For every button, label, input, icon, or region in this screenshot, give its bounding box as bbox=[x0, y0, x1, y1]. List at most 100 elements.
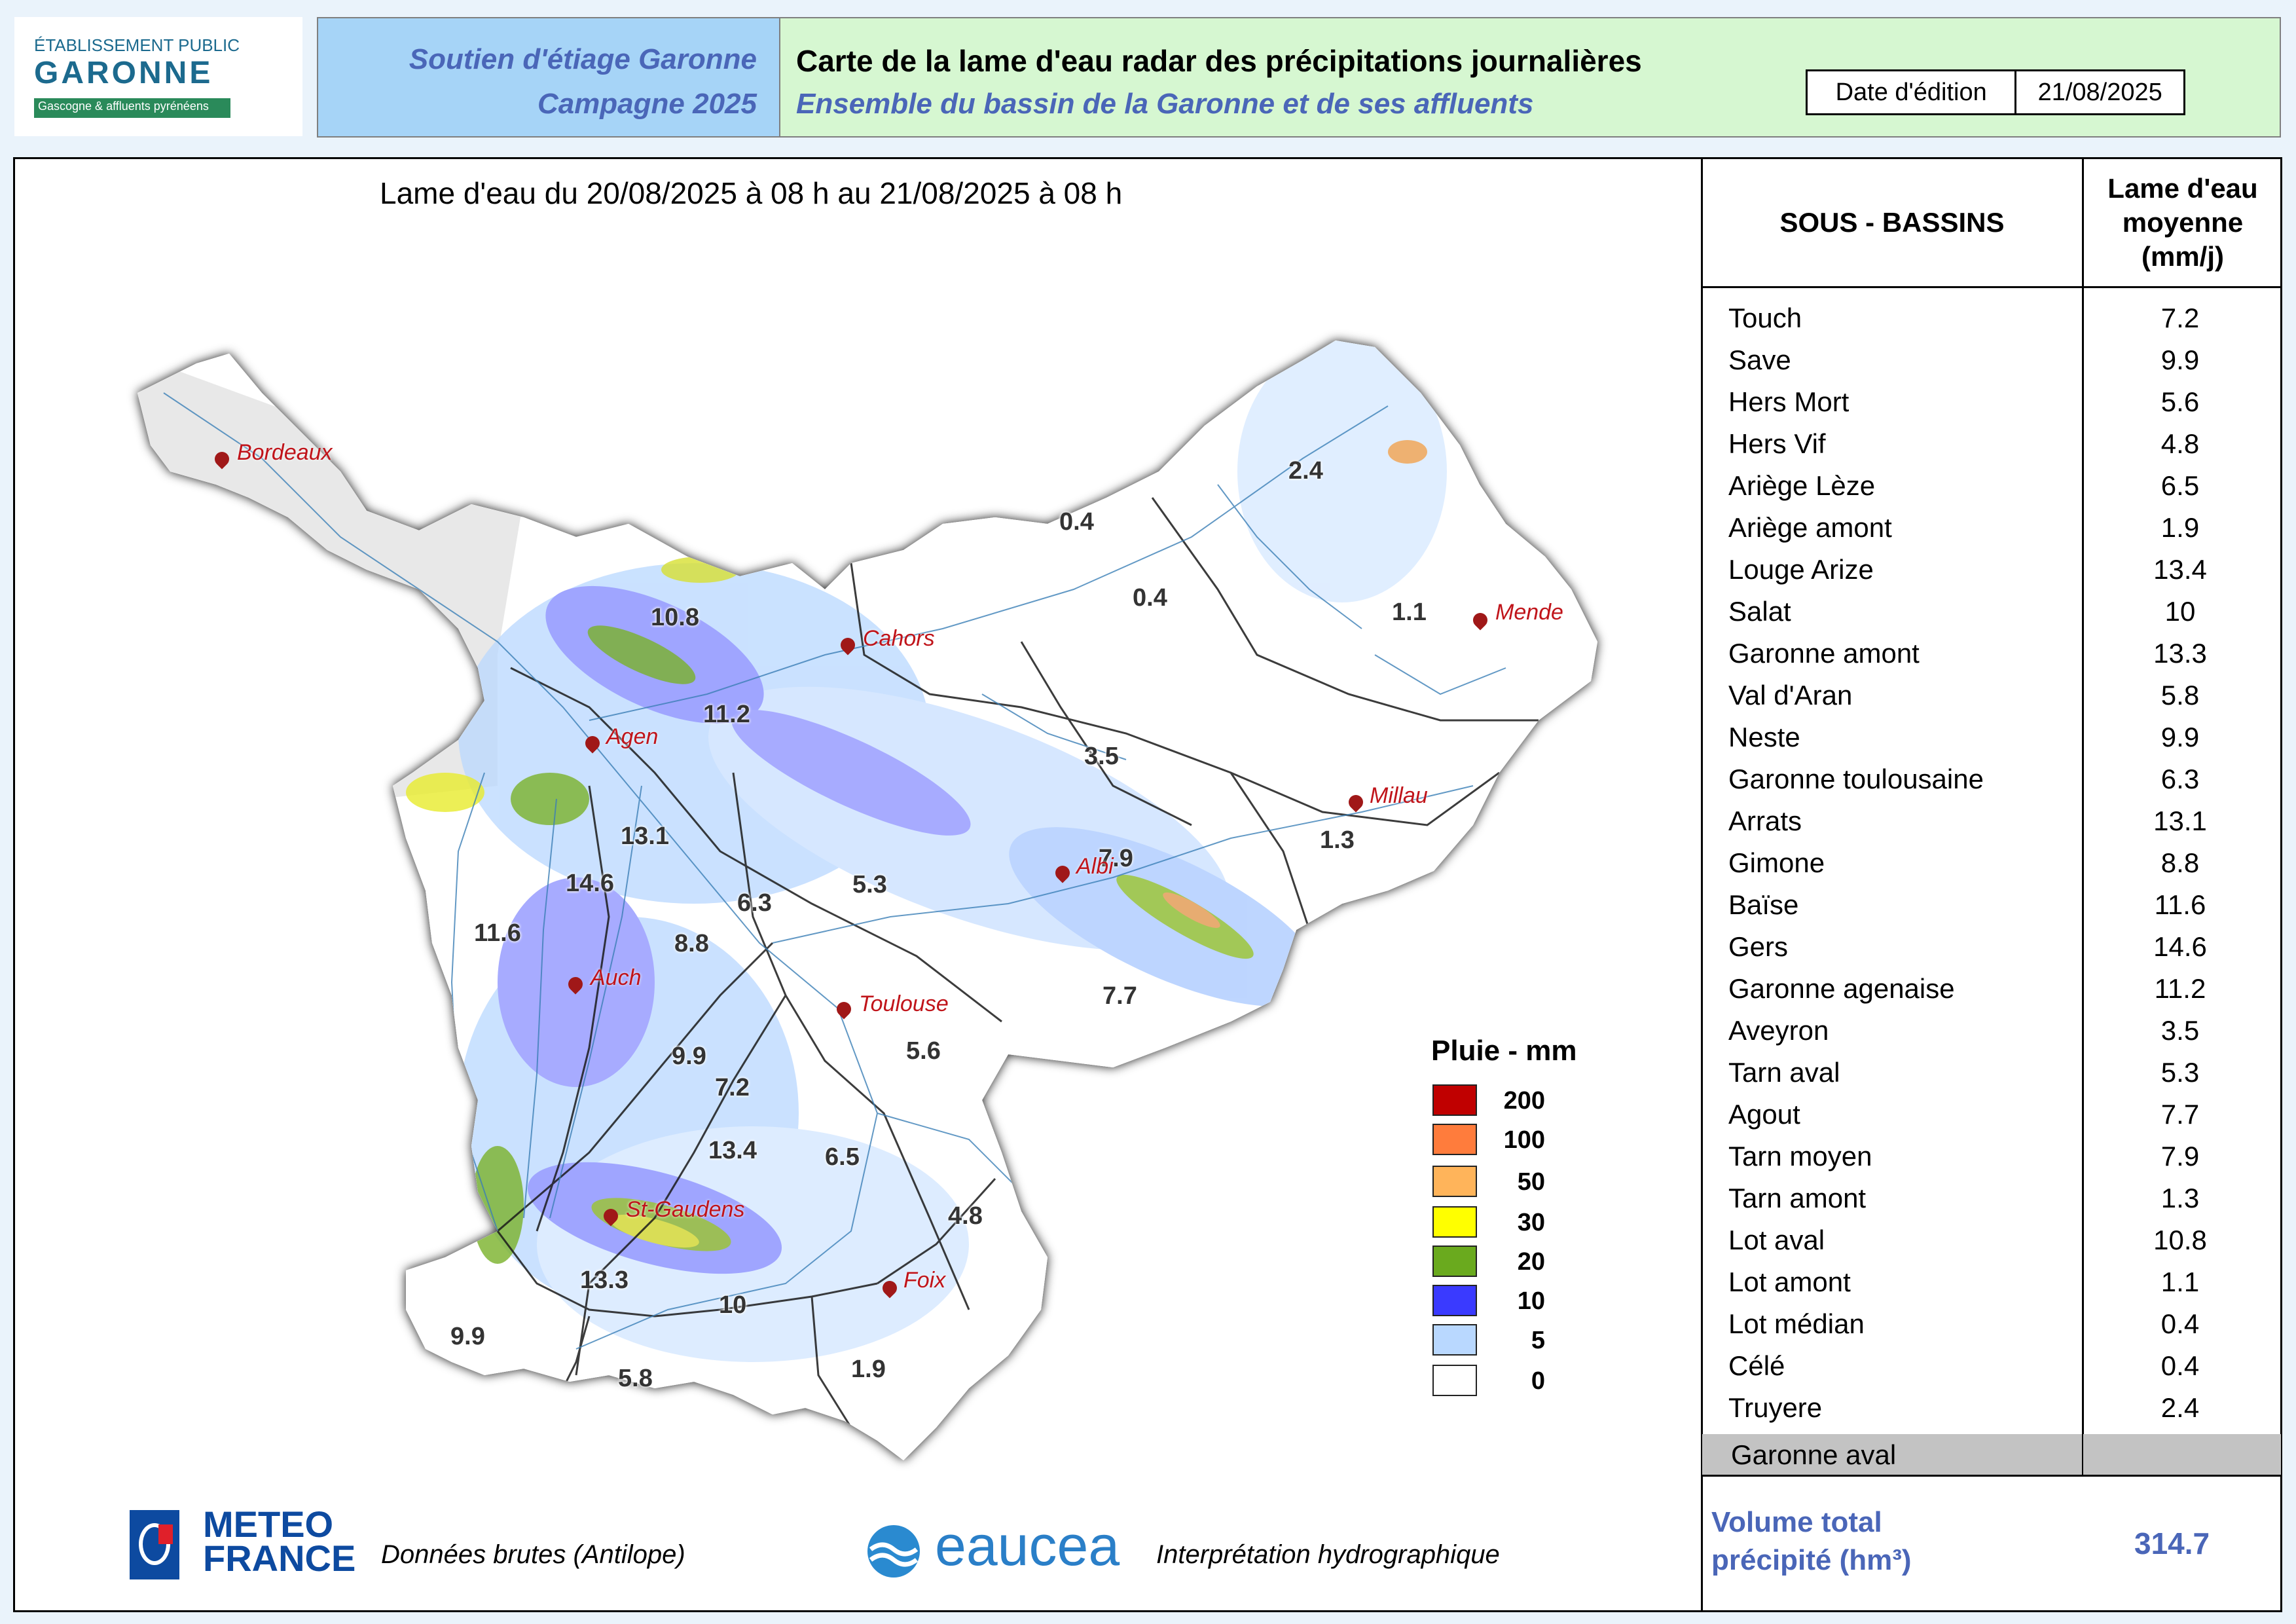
row-value: 13.1 bbox=[2153, 805, 2207, 836]
row-value: 10 bbox=[2164, 596, 2196, 627]
row-name: Hers Vif bbox=[1728, 428, 1826, 459]
row-value: 13.4 bbox=[2153, 554, 2207, 585]
row-value: 6.3 bbox=[2160, 764, 2200, 794]
map-value: 8.8 bbox=[674, 930, 709, 957]
legend-label: 30 bbox=[1517, 1209, 1545, 1236]
map-value: 7.7 bbox=[1102, 982, 1137, 1010]
table-row: Garonne amont 13.3 bbox=[1728, 633, 2278, 674]
legend-label: 50 bbox=[1517, 1168, 1545, 1196]
row-value: 9.9 bbox=[2160, 722, 2200, 752]
city-label: Millau bbox=[1370, 783, 1428, 808]
table-row: Tarn amont 1.3 bbox=[1728, 1177, 2278, 1219]
map-value: 3.5 bbox=[1084, 743, 1119, 770]
legend-swatch bbox=[1432, 1285, 1477, 1316]
edition-date-box: Date d'édition 21/08/2025 bbox=[1806, 69, 2185, 115]
row-value: 14.6 bbox=[2153, 931, 2207, 962]
table-row: Lot médian 0.4 bbox=[1728, 1303, 2278, 1345]
legend-label: 0 bbox=[1531, 1367, 1545, 1395]
row-value: 1.9 bbox=[2160, 512, 2200, 543]
eaucea-logo-icon bbox=[867, 1525, 920, 1578]
map-value: 0.4 bbox=[1059, 508, 1094, 536]
city-label: Auch bbox=[591, 965, 642, 990]
row-value: 2.4 bbox=[2160, 1392, 2200, 1423]
map-value: 11.2 bbox=[703, 701, 750, 728]
table-row: Gers 14.6 bbox=[1728, 926, 2278, 968]
row-name: Lot amont bbox=[1728, 1266, 1851, 1297]
map-value: 6.5 bbox=[825, 1143, 860, 1171]
legend-swatch bbox=[1432, 1246, 1477, 1277]
city-label: Cahors bbox=[863, 626, 935, 651]
eaucea-caption: Interprétation hydrographique bbox=[1156, 1540, 1500, 1569]
table-row: Célé 0.4 bbox=[1728, 1345, 2278, 1387]
legend-swatch bbox=[1432, 1166, 1477, 1197]
volume-label-line1: Volume total bbox=[1711, 1506, 1882, 1538]
row-name: Garonne aval bbox=[1731, 1439, 1897, 1470]
row-value: 13.3 bbox=[2153, 638, 2207, 669]
legend-swatch bbox=[1432, 1324, 1477, 1356]
table-row: Gimone 8.8 bbox=[1728, 842, 2278, 884]
map-value: 9.9 bbox=[672, 1043, 706, 1070]
table-row: Tarn moyen 7.9 bbox=[1728, 1135, 2278, 1177]
map-value: 6.3 bbox=[737, 889, 772, 917]
row-name: Arrats bbox=[1728, 805, 1802, 836]
row-value: 4.8 bbox=[2160, 428, 2200, 459]
row-name: Garonne agenaise bbox=[1728, 973, 1955, 1004]
campaign-line1: Soutien d'étiage Garonne bbox=[409, 43, 757, 75]
table-row: Touch 7.2 bbox=[1728, 297, 2278, 339]
map-value: 7.2 bbox=[715, 1074, 750, 1101]
row-name: Val d'Aran bbox=[1728, 680, 1853, 710]
legend-title: Pluie - mm bbox=[1431, 1035, 1577, 1067]
row-value: 0.4 bbox=[2160, 1350, 2200, 1381]
row-value: 11.6 bbox=[2154, 889, 2206, 920]
table-row: Agout 7.7 bbox=[1728, 1094, 2278, 1135]
map-value: 10 bbox=[719, 1291, 747, 1319]
row-value: 3.5 bbox=[2160, 1015, 2200, 1046]
row-name: Lot aval bbox=[1728, 1225, 1825, 1255]
row-value: 7.9 bbox=[2160, 1141, 2200, 1172]
row-name: Agout bbox=[1728, 1099, 1800, 1130]
city-label: Mende bbox=[1495, 600, 1563, 625]
table-row: Tarn aval 5.3 bbox=[1728, 1052, 2278, 1094]
table-row: Salat 10 bbox=[1728, 591, 2278, 633]
table-row: Louge Arize 13.4 bbox=[1728, 549, 2278, 591]
map-value: 5.3 bbox=[852, 871, 887, 898]
row-value: 0.4 bbox=[2160, 1308, 2200, 1339]
logo-line2: GARONNE bbox=[34, 56, 213, 90]
row-value: 5.6 bbox=[2160, 386, 2200, 417]
table-row: Aveyron 3.5 bbox=[1728, 1010, 2278, 1052]
logo-line3: Gascogne & affluents pyrénéens bbox=[38, 100, 209, 113]
row-name: Gers bbox=[1728, 931, 1789, 962]
row-value: 8.8 bbox=[2160, 847, 2200, 878]
row-name: Garonne toulousaine bbox=[1728, 764, 1984, 794]
row-name: Gimone bbox=[1728, 847, 1825, 878]
row-name: Baïse bbox=[1728, 889, 1799, 920]
basin-map bbox=[137, 341, 1597, 1460]
city-label: St-Gaudens bbox=[626, 1197, 745, 1222]
legend-label: 10 bbox=[1517, 1287, 1545, 1315]
row-value: 9.9 bbox=[2160, 344, 2200, 375]
table-row: Truyere 2.4 bbox=[1728, 1387, 2278, 1429]
city-label: Albi bbox=[1076, 854, 1114, 879]
row-value: 7.7 bbox=[2160, 1099, 2200, 1130]
map-value: 5.6 bbox=[906, 1037, 941, 1065]
table-row: Neste 9.9 bbox=[1728, 716, 2278, 758]
meteo-line1: METEO bbox=[203, 1504, 334, 1545]
volume-label: Volume total précipité (hm³) bbox=[1711, 1504, 2052, 1579]
eaucea-wordmark: eaucea bbox=[935, 1515, 1120, 1578]
legend-swatch bbox=[1432, 1206, 1477, 1238]
map-value: 1.1 bbox=[1392, 599, 1427, 626]
city-label: Bordeaux bbox=[237, 440, 333, 465]
subbasin-table bbox=[1701, 157, 2282, 1612]
map-value: 4.8 bbox=[948, 1202, 983, 1230]
row-name: Touch bbox=[1728, 303, 1802, 333]
volume-value: 314.7 bbox=[2134, 1526, 2210, 1560]
table-row: Baïse 11.6 bbox=[1728, 884, 2278, 926]
map-value: 13.3 bbox=[580, 1266, 629, 1294]
map-value: 14.6 bbox=[566, 870, 614, 897]
map-value: 5.8 bbox=[618, 1365, 653, 1392]
map-value: 7.9 bbox=[1099, 845, 1133, 872]
meteo-line2: FRANCE bbox=[203, 1538, 356, 1579]
row-name: Save bbox=[1728, 344, 1791, 375]
logo-line1: ÉTABLISSEMENT PUBLIC bbox=[34, 35, 240, 55]
table-row: Arrats 13.1 bbox=[1728, 800, 2278, 842]
